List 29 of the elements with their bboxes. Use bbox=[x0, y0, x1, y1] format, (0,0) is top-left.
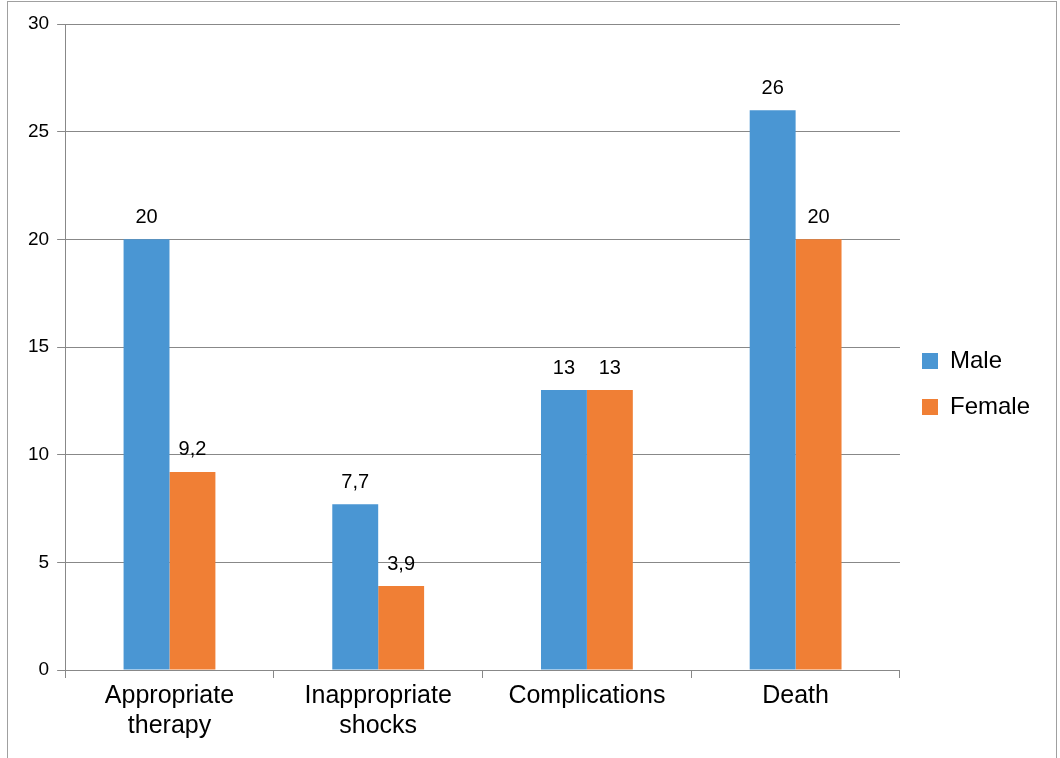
y-tick-label: 10 bbox=[27, 442, 50, 464]
data-label: 26 bbox=[761, 75, 784, 98]
bar bbox=[795, 239, 842, 670]
data-label: 13 bbox=[598, 355, 621, 378]
y-tick-label: 0 bbox=[38, 658, 50, 680]
y-tick-label: 15 bbox=[27, 335, 50, 357]
x-tick-label: Appropriate therapy bbox=[104, 679, 235, 738]
data-label: 20 bbox=[135, 204, 158, 227]
legend-label: Female bbox=[949, 391, 1030, 419]
y-tick-label: 25 bbox=[27, 119, 50, 141]
y-tick-label: 5 bbox=[38, 550, 50, 572]
data-label: 7,7 bbox=[341, 469, 370, 492]
bar bbox=[540, 390, 587, 670]
x-tick-label: Inappropriate shocks bbox=[304, 679, 452, 738]
x-tick-label: Complications bbox=[508, 679, 666, 708]
legend-label: Male bbox=[949, 345, 1002, 373]
x-tick-label: Death bbox=[762, 679, 829, 708]
bar bbox=[586, 390, 633, 670]
y-tick-label: 20 bbox=[27, 227, 50, 249]
bar bbox=[123, 239, 170, 670]
data-label: 13 bbox=[552, 355, 576, 378]
data-label: 20 bbox=[807, 204, 830, 227]
data-label: 9,2 bbox=[178, 437, 207, 460]
y-tick-label: 30 bbox=[27, 12, 50, 34]
data-label: 3,9 bbox=[387, 551, 416, 574]
bar bbox=[332, 504, 379, 670]
bar bbox=[169, 471, 216, 670]
bar bbox=[749, 110, 796, 670]
bar bbox=[378, 586, 425, 670]
